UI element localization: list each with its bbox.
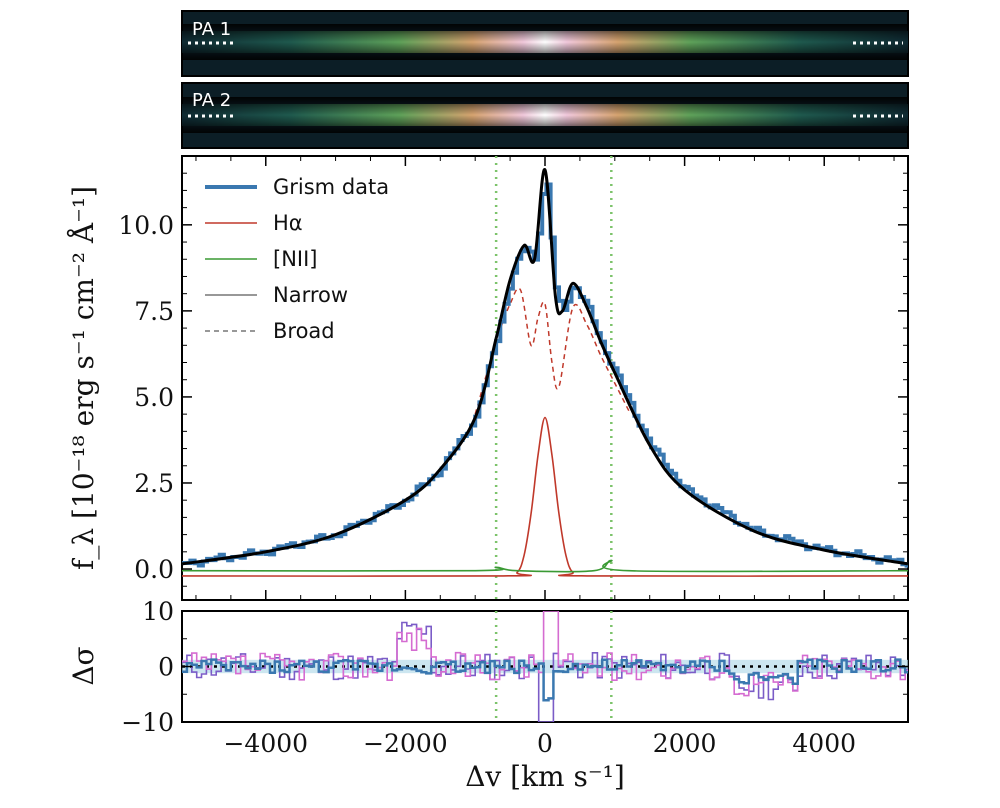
pa2-label: PA 2 xyxy=(192,90,231,111)
legend-label: [NII] xyxy=(273,247,317,271)
series-nii-narrow xyxy=(182,559,908,573)
legend-label: Hα xyxy=(273,211,303,235)
spectrum-panel-pa1: PA 1 xyxy=(181,10,909,77)
legend-item: Narrow xyxy=(205,283,348,307)
residual-y-axis-label: Δσ xyxy=(67,646,100,685)
residual-plot-panel: −10 0 10 xyxy=(121,597,909,737)
legend-item: [NII] xyxy=(205,247,317,271)
legend-label: Broad xyxy=(273,319,335,343)
residual-combined xyxy=(182,658,908,702)
legend-item: Hα xyxy=(205,211,303,235)
series-broad xyxy=(474,287,630,415)
y-tick-label: 5.0 xyxy=(134,383,174,412)
pa1-label: PA 1 xyxy=(192,19,231,40)
x-tick-label: 4000 xyxy=(792,729,856,758)
x-tick-label: −2000 xyxy=(363,729,448,758)
y-tick-label: 7.5 xyxy=(134,297,174,326)
legend-item: Grism data xyxy=(205,175,389,199)
legend-label: Narrow xyxy=(273,283,348,307)
residual-pa2 xyxy=(182,611,908,697)
spectrum-panel-pa2: PA 2 xyxy=(181,82,909,149)
y-axis-label: f_λ [10⁻¹⁸ erg s⁻¹ cm⁻² Å⁻¹] xyxy=(67,186,100,570)
main-plot-panel: −4000 −2000 0 2000 4000 0.0 2.5 5.0 7.5 10.0 Gris… xyxy=(118,155,909,758)
x-axis-label: Δv [km s⁻¹] xyxy=(465,760,625,793)
series-total-model xyxy=(182,168,908,566)
legend: Grism data Hα [NII] Narrow Broad xyxy=(205,175,389,343)
y-tick-label: 10.0 xyxy=(118,211,174,240)
x-tick-label: 2000 xyxy=(653,729,717,758)
x-tick-label: −4000 xyxy=(223,729,308,758)
residual-y-tick-label: 10 xyxy=(142,597,174,626)
y-tick-label: 0.0 xyxy=(134,555,174,584)
residual-y-tick-label: 0 xyxy=(158,653,174,682)
x-tick-label: 0 xyxy=(537,729,553,758)
series-halpha-narrow xyxy=(182,416,908,577)
legend-item: Broad xyxy=(205,319,335,343)
residual-y-tick-label: −10 xyxy=(121,708,174,737)
legend-label: Grism data xyxy=(273,175,389,199)
y-tick-label: 2.5 xyxy=(134,469,174,498)
